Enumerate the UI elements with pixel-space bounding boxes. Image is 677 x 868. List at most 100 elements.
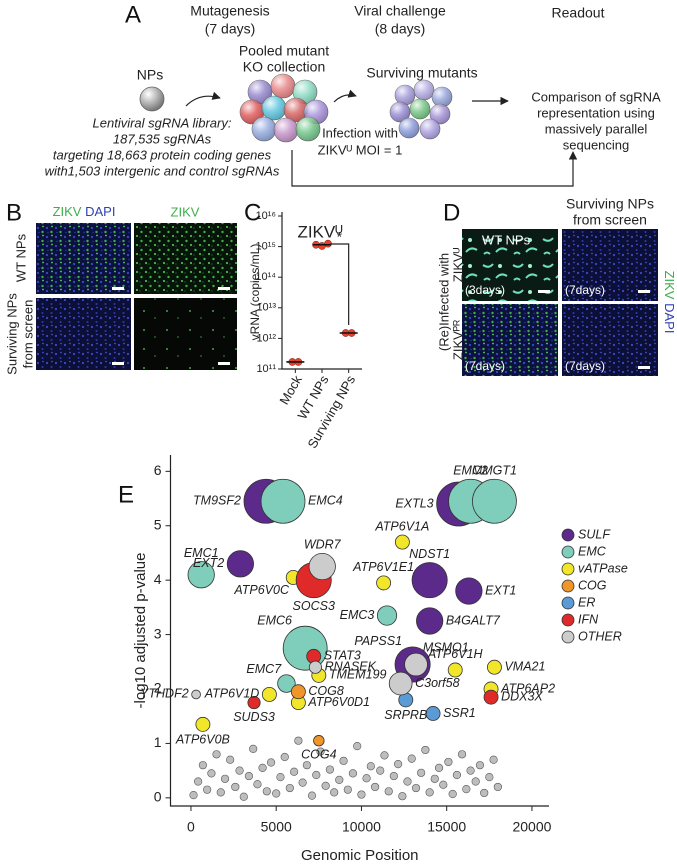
background-point xyxy=(417,768,426,777)
step-title: Readout xyxy=(552,5,605,21)
x-tick-label: 0 xyxy=(187,819,195,835)
library-text: 187,535 sgRNAs xyxy=(113,131,212,146)
panel-b: ZIKV DAPI ZIKV WT NPs Surviving NPs from… xyxy=(4,204,237,375)
gene-point xyxy=(376,575,392,591)
stain-label: ZIKV DAPI xyxy=(662,271,677,334)
background-point xyxy=(249,744,258,753)
gene-point xyxy=(277,674,296,693)
row-label: ZIKVᵁ xyxy=(450,247,465,282)
gene-label: SUDS3 xyxy=(233,710,275,724)
gene-point xyxy=(487,659,502,675)
gene-label: RNASEK xyxy=(325,660,377,674)
micrograph xyxy=(36,298,131,370)
x-tick-label: 5000 xyxy=(261,819,292,835)
background-point xyxy=(434,763,444,773)
background-point xyxy=(485,773,494,782)
y-tick-label: 10¹⁶ xyxy=(256,210,276,222)
gene-label: ATP6V1E1 xyxy=(352,560,414,574)
pooled-label: Pooled mutant xyxy=(239,43,329,59)
gene-point xyxy=(483,689,499,705)
background-point xyxy=(398,792,407,801)
gene-point xyxy=(376,605,398,626)
readout-text: representation using xyxy=(537,105,655,120)
background-point xyxy=(421,745,430,755)
gene-label: SRPRB xyxy=(384,708,427,722)
micrograph xyxy=(562,304,658,376)
x-tick-label: 15000 xyxy=(427,819,466,835)
background-point xyxy=(462,785,471,794)
pooled-cluster xyxy=(239,73,329,143)
background-point xyxy=(298,778,307,787)
background-point xyxy=(448,789,457,799)
gene-label: SSR1 xyxy=(443,706,476,720)
legend-label: EMC xyxy=(578,544,607,558)
x-tick-label: 10000 xyxy=(342,819,381,835)
background-point xyxy=(258,763,267,773)
library-text: targeting 18,663 protein coding genes xyxy=(53,147,272,162)
gene-label: EMC7 xyxy=(246,662,282,676)
gene-point xyxy=(416,607,444,635)
gene-label: MSMO1 xyxy=(423,640,469,654)
background-point xyxy=(425,788,434,797)
legend-swatch xyxy=(561,613,575,627)
background-point xyxy=(407,754,416,763)
gene-point xyxy=(247,696,261,710)
legend-label: vATPase xyxy=(578,561,628,575)
background-point xyxy=(302,761,311,770)
background-point xyxy=(493,782,502,792)
background-point xyxy=(239,792,248,801)
panel-label: B xyxy=(6,199,22,226)
y-tick-label: 10¹⁵ xyxy=(256,241,276,253)
day-label: (7days) xyxy=(465,359,505,373)
gene-label: TMEM199 xyxy=(329,668,387,682)
background-point xyxy=(280,752,289,762)
legend-swatch xyxy=(561,528,575,542)
background-point xyxy=(276,773,285,782)
background-point xyxy=(194,777,203,786)
background-point xyxy=(489,755,498,764)
background-point xyxy=(466,766,475,775)
panel-d: Surviving NPs from screen WT NPs (3days)… xyxy=(436,196,677,376)
step-title: Mutagenesis xyxy=(190,3,269,19)
gene-point xyxy=(261,687,277,702)
gene-point xyxy=(388,671,413,696)
gene-label: EMC4 xyxy=(308,494,343,508)
y-axis-label: -log10 adjusted p-value xyxy=(132,553,149,709)
gene-label: ATP6V0D1 xyxy=(307,695,370,709)
background-point xyxy=(357,790,366,799)
gene-label: ATP6V1A xyxy=(374,519,429,533)
col-label: Surviving NPs xyxy=(566,196,654,212)
readout-text: sequencing xyxy=(563,137,630,152)
library-text: with1,503 intergenic and control sgRNAs xyxy=(45,163,280,178)
background-point xyxy=(325,765,335,774)
gene-label: TM9SF2 xyxy=(193,494,241,508)
pooled-label: KO collection xyxy=(243,59,325,75)
gene-label: EXTL3 xyxy=(395,496,433,510)
panel-a: Mutagenesis (7 days) Viral challenge (8 … xyxy=(45,3,661,187)
legend-label: OTHER xyxy=(578,629,622,643)
significance-label: * xyxy=(337,229,343,245)
row-label: WT NPs xyxy=(13,233,28,282)
background-point xyxy=(362,774,371,783)
y-tick-label: 3 xyxy=(154,625,162,641)
gene-point xyxy=(404,652,428,677)
legend-label: SULF xyxy=(578,527,611,541)
background-point xyxy=(244,771,254,781)
background-point xyxy=(403,777,412,786)
background-point xyxy=(457,750,467,759)
gene-label: COG8 xyxy=(308,684,343,698)
background-point xyxy=(444,757,453,767)
gene-label: ATP6V0C xyxy=(233,583,290,597)
step-time: (7 days) xyxy=(205,21,256,37)
legend-swatch xyxy=(561,562,575,576)
legend-label: IFN xyxy=(578,612,599,626)
gene-label: EMC1 xyxy=(184,546,219,560)
gene-point xyxy=(187,561,215,589)
panel-c: ZIKVᵁ vRNA (copies/mL) 10¹¹ 10¹² 10¹³ 10¹⁴ 10¹… xyxy=(248,210,362,451)
stain-green: ZIKV xyxy=(53,204,82,219)
y-tick-label: 10¹³ xyxy=(256,302,276,314)
micrograph xyxy=(562,229,658,301)
nps-label: NPs xyxy=(137,67,163,83)
